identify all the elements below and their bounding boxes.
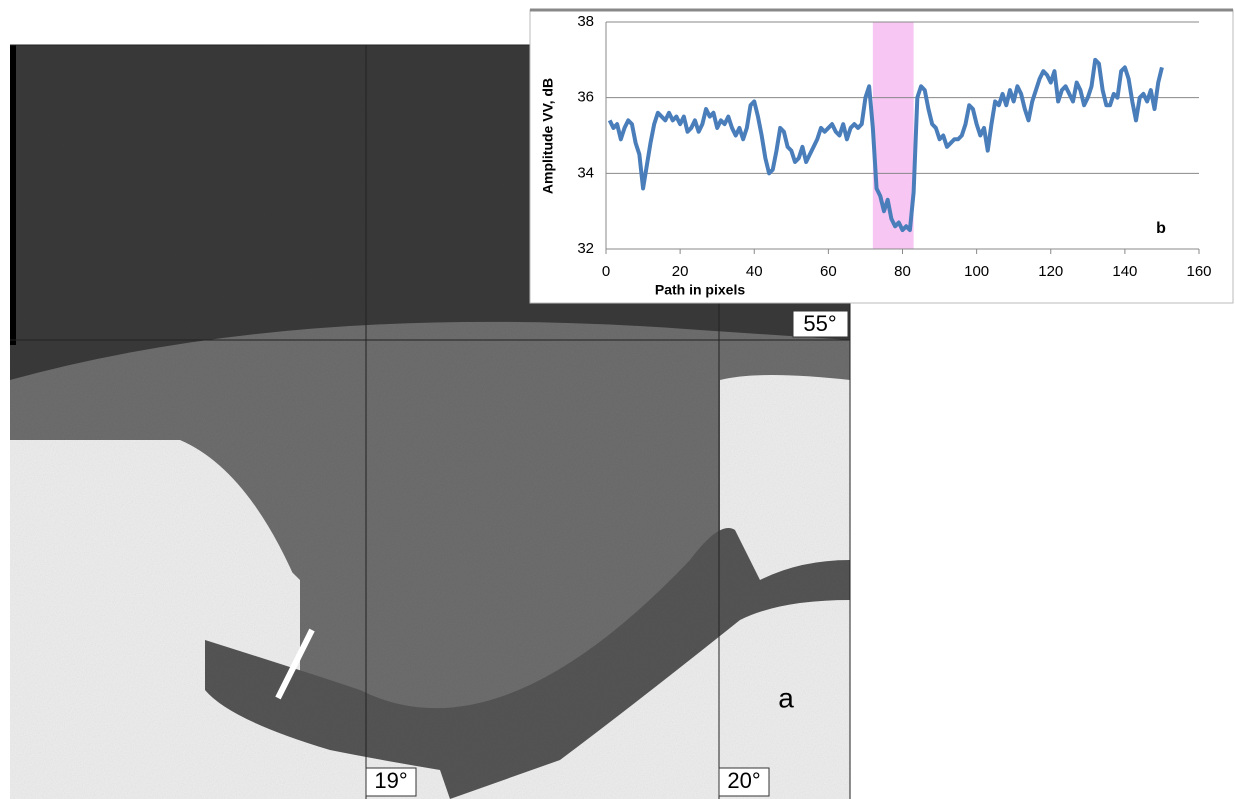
x-tick-label: 120 xyxy=(1038,263,1063,280)
x-tick-label: 60 xyxy=(820,263,837,280)
x-tick-label: 100 xyxy=(964,263,989,280)
lon-label: 19° xyxy=(374,768,407,793)
label-box xyxy=(792,310,849,338)
lon-label: 20° xyxy=(727,768,760,793)
y-tick-label: 34 xyxy=(577,164,594,181)
x-tick-label: 80 xyxy=(894,263,911,280)
data-line xyxy=(607,57,1164,233)
panel-label: a xyxy=(778,682,794,713)
x-axis-label: Path in pixels xyxy=(655,282,745,298)
x-tick-label: 40 xyxy=(746,263,763,280)
label-box xyxy=(718,767,770,797)
y-tick-label: 36 xyxy=(577,89,594,106)
chart: Amplitude VV, dB Path in pixels b 32 34 36… xyxy=(529,8,1234,304)
x-tick-label: 140 xyxy=(1112,263,1137,280)
x-tick-label: 0 xyxy=(602,263,610,280)
panel-label: b xyxy=(1156,220,1166,237)
lat-label: 55° xyxy=(803,311,836,336)
y-tick-label: 32 xyxy=(577,240,594,257)
label-box xyxy=(365,767,417,797)
highlight-band xyxy=(872,22,914,249)
y-axis-label: Amplitude VV, dB xyxy=(540,78,556,194)
y-tick-label: 38 xyxy=(577,13,594,30)
x-tick-label: 160 xyxy=(1186,263,1211,280)
x-tick-label: 20 xyxy=(672,263,689,280)
transect xyxy=(275,628,315,700)
